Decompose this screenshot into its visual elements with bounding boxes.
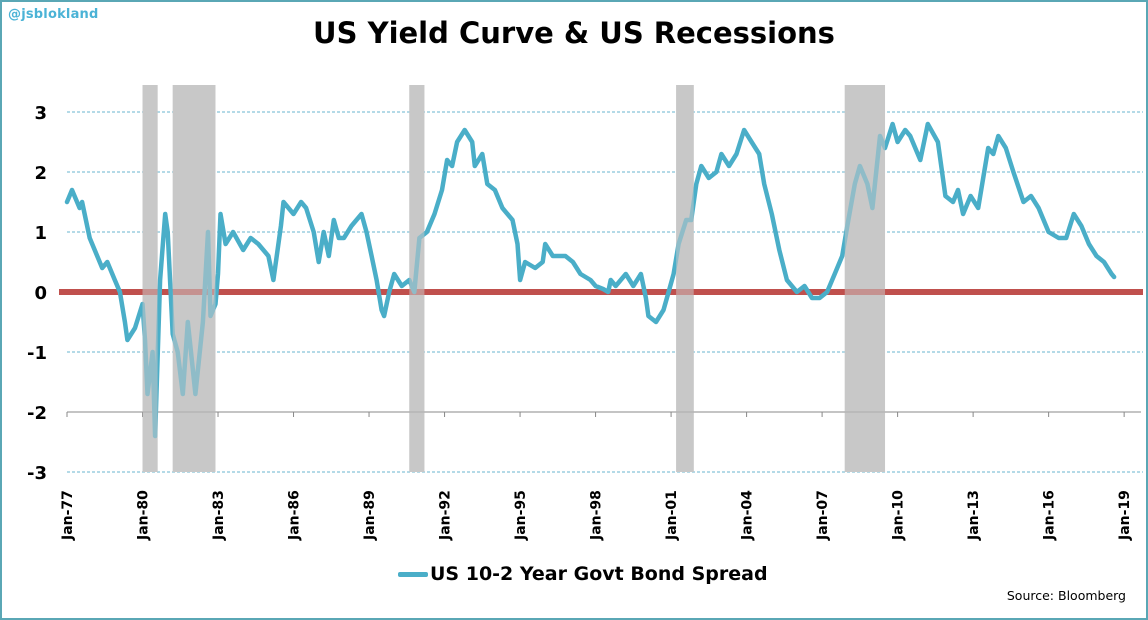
x-tick-label: Jan-83 [211,490,227,541]
x-tick-label: Jan-19 [1117,490,1133,541]
y-tick-labels: 3 2 1 0 -1 -2 -3 [27,103,47,484]
recession-bars-overlay [142,85,886,472]
x-tick-label: Jan-07 [815,490,831,541]
y-tick-label: -2 [27,403,47,424]
x-tick-label: Jan-01 [664,490,680,541]
chart-title: US Yield Curve & US Recessions [313,16,835,50]
series-line-us-10-2-spread [64,121,1117,439]
x-tick-label: Jan-95 [513,490,529,541]
recession-bar-overlay [409,85,425,472]
y-tick-label: 0 [34,283,47,304]
x-tick-label: Jan-10 [891,490,907,541]
y-tick-label: 2 [34,163,47,184]
recession-bars [142,85,886,472]
legend-swatch [398,571,428,577]
x-tick-label: Jan-89 [362,490,378,541]
y-tick-label: -3 [27,463,47,484]
legend: US 10-2 Year Govt Bond Spread [398,563,768,585]
y-tick-label: 1 [34,223,47,244]
x-tick-label: Jan-16 [1042,490,1058,541]
recession-bar-overlay [844,85,886,472]
x-tick-label: Jan-86 [287,490,303,541]
recession-bar-overlay [676,85,694,472]
source-note: Source: Bloomberg [1006,588,1126,603]
y-tick-label: 3 [34,103,47,124]
x-tick-label: Jan-98 [589,490,605,541]
x-tick-labels: Jan-77 Jan-80 Jan-83 Jan-86 Jan-89 Jan-92 Jan-… [60,490,1133,541]
recession-bar-overlay [142,85,158,472]
x-tick-label: Jan-13 [966,490,982,541]
x-tick-label: Jan-92 [438,490,454,541]
x-tick-label: Jan-80 [136,490,152,541]
y-tick-label: -1 [27,343,47,364]
x-tick-label: Jan-77 [60,490,76,541]
x-tick-label: Jan-04 [740,490,756,541]
recession-bar-overlay [172,85,216,472]
gridlines [67,111,1143,473]
author-handle: @jsblokland [8,7,99,22]
x-axis [66,411,1141,417]
legend-label: US 10-2 Year Govt Bond Spread [430,563,768,585]
